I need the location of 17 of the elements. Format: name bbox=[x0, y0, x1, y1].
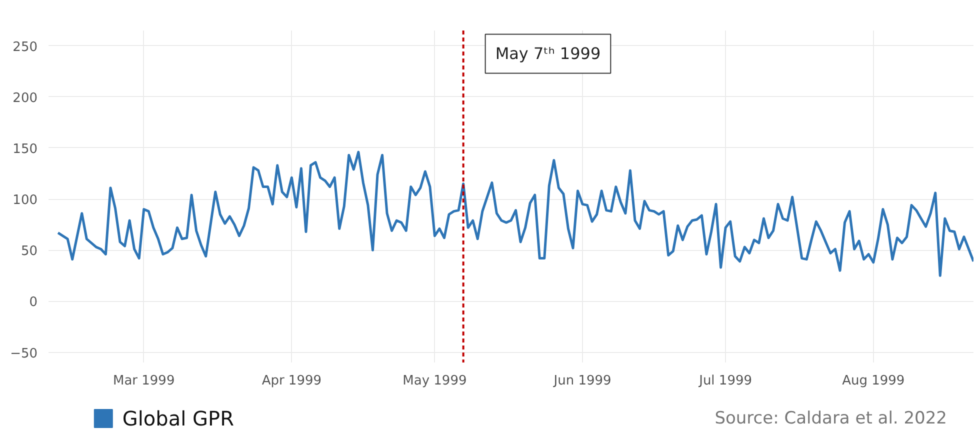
y-tick-label: 50 bbox=[20, 244, 38, 260]
x-tick-label: May 1999 bbox=[402, 374, 467, 388]
ref-line-label: May 7ᵗʰ 1999 bbox=[495, 44, 601, 64]
x-tick-label: Aug 1999 bbox=[842, 374, 905, 388]
y-tick-label: 200 bbox=[12, 90, 38, 106]
legend-label: Global GPR bbox=[122, 406, 234, 430]
x-tick-label: Jun 1999 bbox=[552, 374, 612, 388]
source-note: Source: Caldara et al. 2022 bbox=[714, 408, 947, 428]
line-series bbox=[56, 150, 974, 277]
x-tick-label: Jul 1999 bbox=[698, 374, 752, 388]
x-tick-label: Apr 1999 bbox=[262, 374, 322, 388]
y-tick-label: 250 bbox=[12, 40, 38, 55]
y-tick-label: 150 bbox=[12, 142, 38, 157]
x-tick-label: Mar 1999 bbox=[112, 374, 175, 388]
y-tick-label: 100 bbox=[12, 193, 38, 208]
y-tick-label: 0 bbox=[29, 295, 38, 310]
y-tick-label: −50 bbox=[10, 346, 38, 362]
